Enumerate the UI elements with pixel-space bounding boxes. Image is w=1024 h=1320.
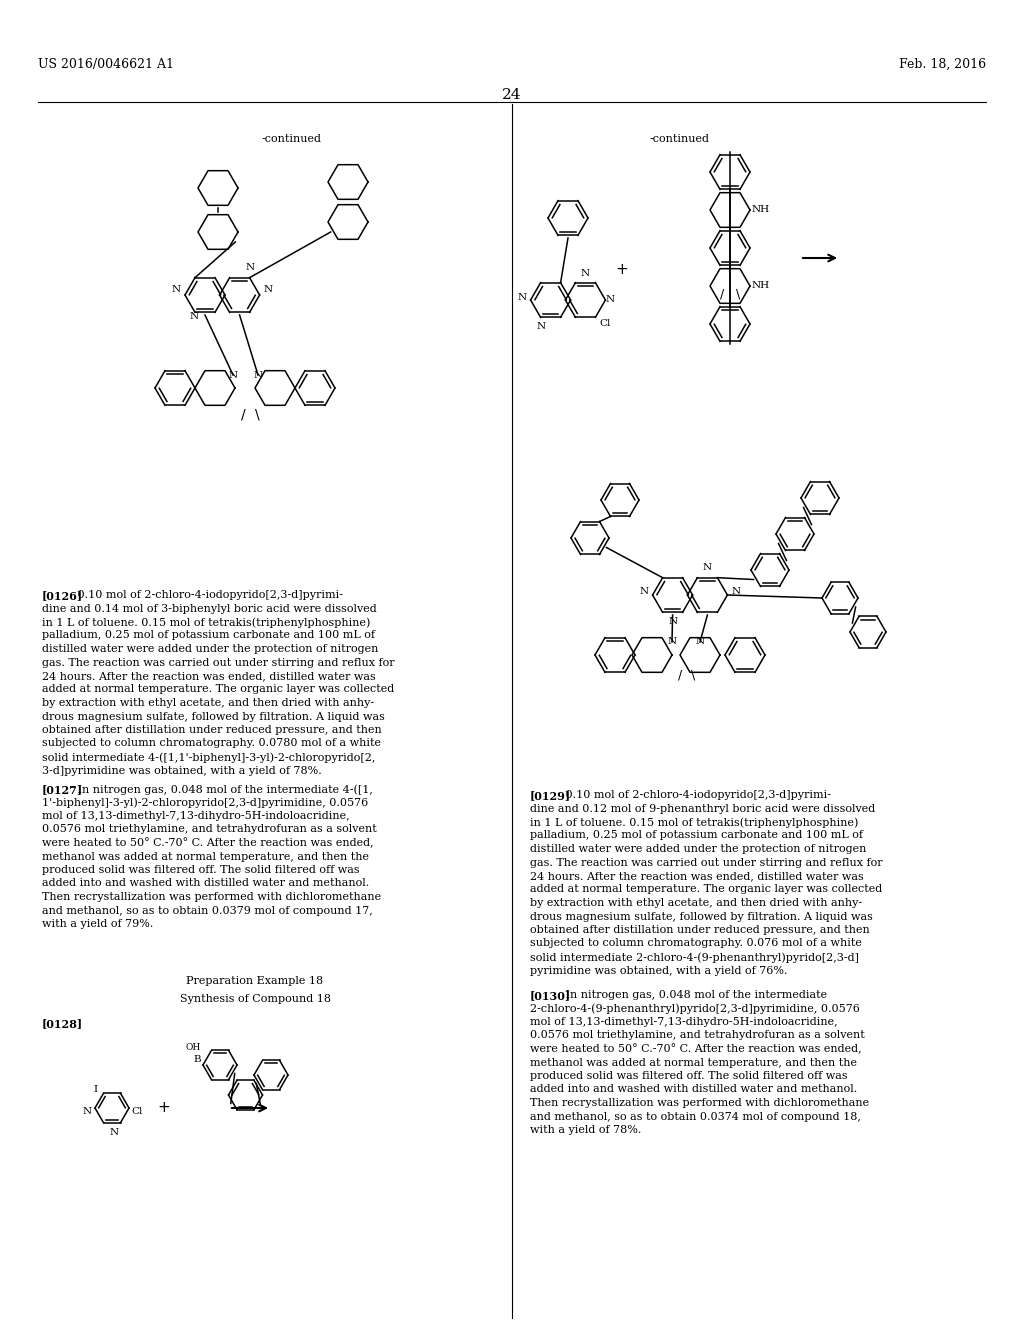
Text: in 1 L of toluene. 0.15 mol of tetrakis(triphenylphosphine): in 1 L of toluene. 0.15 mol of tetrakis(… bbox=[42, 616, 371, 627]
Text: I: I bbox=[93, 1085, 97, 1094]
Text: OH: OH bbox=[185, 1044, 201, 1052]
Text: obtained after distillation under reduced pressure, and then: obtained after distillation under reduce… bbox=[42, 725, 382, 735]
Text: \: \ bbox=[691, 668, 695, 681]
Text: N: N bbox=[668, 638, 677, 647]
Text: mol of 13,13-dimethyl-7,13-dihydro-5H-indoloacridine,: mol of 13,13-dimethyl-7,13-dihydro-5H-in… bbox=[530, 1016, 838, 1027]
Text: added into and washed with distilled water and methanol.: added into and washed with distilled wat… bbox=[42, 879, 370, 888]
Text: added into and washed with distilled water and methanol.: added into and washed with distilled wat… bbox=[530, 1085, 857, 1094]
Text: were heated to 50° C.-70° C. After the reaction was ended,: were heated to 50° C.-70° C. After the r… bbox=[530, 1044, 861, 1055]
Text: palladium, 0.25 mol of potassium carbonate and 100 mL of: palladium, 0.25 mol of potassium carbona… bbox=[42, 631, 375, 640]
Text: dine and 0.12 mol of 9-phenanthryl boric acid were dissolved: dine and 0.12 mol of 9-phenanthryl boric… bbox=[530, 804, 876, 813]
Text: Feb. 18, 2016: Feb. 18, 2016 bbox=[899, 58, 986, 71]
Text: drous magnesium sulfate, followed by filtration. A liquid was: drous magnesium sulfate, followed by fil… bbox=[530, 912, 872, 921]
Text: palladium, 0.25 mol of potassium carbonate and 100 mL of: palladium, 0.25 mol of potassium carbona… bbox=[530, 830, 863, 841]
Text: 24 hours. After the reaction was ended, distilled water was: 24 hours. After the reaction was ended, … bbox=[530, 871, 864, 880]
Text: distilled water were added under the protection of nitrogen: distilled water were added under the pro… bbox=[530, 843, 866, 854]
Text: Then recrystallization was performed with dichloromethane: Then recrystallization was performed wit… bbox=[530, 1098, 869, 1107]
Text: /: / bbox=[720, 288, 724, 301]
Text: Cl: Cl bbox=[131, 1106, 142, 1115]
Text: N: N bbox=[253, 371, 262, 380]
Text: [0130]: [0130] bbox=[530, 990, 571, 1001]
Text: by extraction with ethyl acetate, and then dried with anhy-: by extraction with ethyl acetate, and th… bbox=[42, 698, 374, 708]
Text: N: N bbox=[668, 616, 677, 626]
Text: added at normal temperature. The organic layer was collected: added at normal temperature. The organic… bbox=[530, 884, 883, 895]
Text: 0.10 mol of 2-chloro-4-iodopyrido[2,3-d]pyrimi-: 0.10 mol of 2-chloro-4-iodopyrido[2,3-d]… bbox=[68, 590, 343, 601]
Text: N: N bbox=[731, 587, 740, 597]
Text: and methanol, so as to obtain 0.0379 mol of compound 17,: and methanol, so as to obtain 0.0379 mol… bbox=[42, 906, 373, 916]
Text: 1'-biphenyl]-3-yl)-2-chloropyrido[2,3-d]pyrimidine, 0.0576: 1'-biphenyl]-3-yl)-2-chloropyrido[2,3-d]… bbox=[42, 797, 369, 808]
Text: N: N bbox=[83, 1106, 92, 1115]
Text: In nitrogen gas, 0.048 mol of the intermediate 4-([1,: In nitrogen gas, 0.048 mol of the interm… bbox=[68, 784, 373, 795]
Text: N: N bbox=[695, 638, 705, 647]
Text: and methanol, so as to obtain 0.0374 mol of compound 18,: and methanol, so as to obtain 0.0374 mol… bbox=[530, 1111, 861, 1122]
Text: 0.0576 mol triethylamine, and tetrahydrofuran as a solvent: 0.0576 mol triethylamine, and tetrahydro… bbox=[530, 1031, 864, 1040]
Text: N: N bbox=[581, 269, 590, 279]
Text: with a yield of 79%.: with a yield of 79%. bbox=[42, 919, 154, 929]
Text: +: + bbox=[158, 1101, 170, 1115]
Text: N: N bbox=[263, 285, 272, 294]
Text: N: N bbox=[639, 587, 648, 597]
Text: N: N bbox=[536, 322, 545, 331]
Text: /: / bbox=[241, 408, 246, 422]
Text: 3-d]pyrimidine was obtained, with a yield of 78%.: 3-d]pyrimidine was obtained, with a yiel… bbox=[42, 766, 322, 776]
Text: methanol was added at normal temperature, and then the: methanol was added at normal temperature… bbox=[42, 851, 369, 862]
Text: added at normal temperature. The organic layer was collected: added at normal temperature. The organic… bbox=[42, 685, 394, 694]
Text: B: B bbox=[194, 1056, 201, 1064]
Text: 0.0576 mol triethylamine, and tetrahydrofuran as a solvent: 0.0576 mol triethylamine, and tetrahydro… bbox=[42, 825, 377, 834]
Text: methanol was added at normal temperature, and then the: methanol was added at normal temperature… bbox=[530, 1057, 857, 1068]
Text: [0129]: [0129] bbox=[530, 789, 571, 801]
Text: -continued: -continued bbox=[262, 135, 322, 144]
Text: by extraction with ethyl acetate, and then dried with anhy-: by extraction with ethyl acetate, and th… bbox=[530, 898, 862, 908]
Text: Cl: Cl bbox=[599, 319, 610, 329]
Text: solid intermediate 2-chloro-4-(9-phenanthryl)pyrido[2,3-d]: solid intermediate 2-chloro-4-(9-phenant… bbox=[530, 952, 859, 962]
Text: N: N bbox=[702, 564, 712, 572]
Text: N: N bbox=[172, 285, 181, 294]
Text: [0127]: [0127] bbox=[42, 784, 83, 795]
Text: N: N bbox=[245, 263, 254, 272]
Text: solid intermediate 4-([1,1'-biphenyl]-3-yl)-2-chloropyrido[2,: solid intermediate 4-([1,1'-biphenyl]-3-… bbox=[42, 752, 376, 763]
Text: mol of 13,13-dimethyl-7,13-dihydro-5H-indoloacridine,: mol of 13,13-dimethyl-7,13-dihydro-5H-in… bbox=[42, 810, 349, 821]
Text: [0128]: [0128] bbox=[42, 1018, 83, 1030]
Text: In nitrogen gas, 0.048 mol of the intermediate: In nitrogen gas, 0.048 mol of the interm… bbox=[555, 990, 827, 1001]
Text: subjected to column chromatography. 0.0780 mol of a white: subjected to column chromatography. 0.07… bbox=[42, 738, 381, 748]
Text: -continued: -continued bbox=[650, 135, 710, 144]
Text: N: N bbox=[605, 296, 614, 305]
Text: Then recrystallization was performed with dichloromethane: Then recrystallization was performed wit… bbox=[42, 892, 381, 902]
Text: dine and 0.14 mol of 3-biphenylyl boric acid were dissolved: dine and 0.14 mol of 3-biphenylyl boric … bbox=[42, 603, 377, 614]
Text: 24 hours. After the reaction was ended, distilled water was: 24 hours. After the reaction was ended, … bbox=[42, 671, 376, 681]
Text: /: / bbox=[678, 668, 682, 681]
Text: pyrimidine was obtained, with a yield of 76%.: pyrimidine was obtained, with a yield of… bbox=[530, 965, 787, 975]
Text: NH: NH bbox=[752, 281, 770, 290]
Text: \: \ bbox=[736, 288, 740, 301]
Text: with a yield of 78%.: with a yield of 78%. bbox=[530, 1125, 641, 1135]
Text: were heated to 50° C.-70° C. After the reaction was ended,: were heated to 50° C.-70° C. After the r… bbox=[42, 838, 374, 849]
Text: produced solid was filtered off. The solid filtered off was: produced solid was filtered off. The sol… bbox=[42, 865, 359, 875]
Text: N: N bbox=[228, 371, 238, 380]
Text: N: N bbox=[110, 1129, 119, 1137]
Text: [0126]: [0126] bbox=[42, 590, 83, 601]
Text: produced solid was filtered off. The solid filtered off was: produced solid was filtered off. The sol… bbox=[530, 1071, 848, 1081]
Text: Preparation Example 18: Preparation Example 18 bbox=[186, 975, 324, 986]
Text: Synthesis of Compound 18: Synthesis of Compound 18 bbox=[179, 994, 331, 1005]
Text: gas. The reaction was carried out under stirring and reflux for: gas. The reaction was carried out under … bbox=[530, 858, 883, 867]
Text: 0.10 mol of 2-chloro-4-iodopyrido[2,3-d]pyrimi-: 0.10 mol of 2-chloro-4-iodopyrido[2,3-d]… bbox=[555, 789, 831, 800]
Text: gas. The reaction was carried out under stirring and reflux for: gas. The reaction was carried out under … bbox=[42, 657, 394, 668]
Text: drous magnesium sulfate, followed by filtration. A liquid was: drous magnesium sulfate, followed by fil… bbox=[42, 711, 385, 722]
Text: NH: NH bbox=[752, 206, 770, 214]
Text: +: + bbox=[615, 263, 629, 277]
Text: in 1 L of toluene. 0.15 mol of tetrakis(triphenylphosphine): in 1 L of toluene. 0.15 mol of tetrakis(… bbox=[530, 817, 858, 828]
Text: obtained after distillation under reduced pressure, and then: obtained after distillation under reduce… bbox=[530, 925, 869, 935]
Text: N: N bbox=[517, 293, 526, 302]
Text: US 2016/0046621 A1: US 2016/0046621 A1 bbox=[38, 58, 174, 71]
Text: subjected to column chromatography. 0.076 mol of a white: subjected to column chromatography. 0.07… bbox=[530, 939, 862, 949]
Text: 24: 24 bbox=[502, 88, 522, 102]
Text: distilled water were added under the protection of nitrogen: distilled water were added under the pro… bbox=[42, 644, 379, 653]
Text: N: N bbox=[190, 312, 199, 321]
Text: 2-chloro-4-(9-phenanthryl)pyrido[2,3-d]pyrimidine, 0.0576: 2-chloro-4-(9-phenanthryl)pyrido[2,3-d]p… bbox=[530, 1003, 860, 1014]
Text: \: \ bbox=[255, 408, 259, 422]
